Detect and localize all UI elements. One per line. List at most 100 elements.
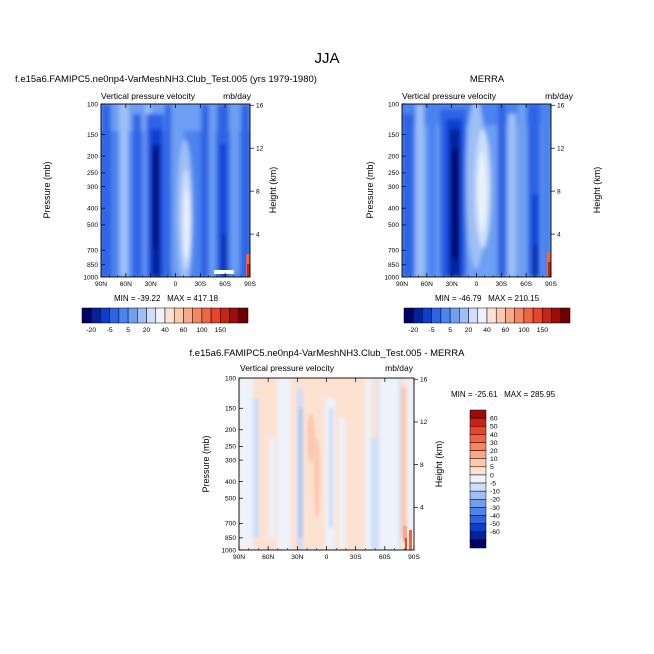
p3-colorbar-box — [469, 507, 487, 516]
p2-ytick-label: 300 — [388, 184, 399, 191]
p1-ytick-label: 250 — [87, 170, 98, 177]
p2-colorbar-box — [486, 307, 497, 324]
p3-colorbar-box — [469, 499, 487, 508]
p1-colorbar-label: -20 — [86, 327, 96, 334]
p2-colorbar-box — [551, 307, 562, 324]
p3-colorbar-box — [469, 474, 487, 484]
p2-colorbar-label: 20 — [465, 327, 473, 334]
p3-colorbar-label: 40 — [490, 432, 498, 439]
p1-xtick-label: 0 — [174, 281, 178, 288]
p2-xtick-label: 60N — [421, 281, 433, 288]
p1-ytick-label: 850 — [87, 262, 98, 269]
p1-colorbar-label: 150 — [215, 327, 227, 334]
panel-1-stats: MIN = -39.22 MAX = 417.18 — [114, 294, 219, 303]
panel-3-title: f.e15a6.FAMIPC5.ne0np4-VarMeshNH3.Club_T… — [190, 348, 466, 359]
p1-ytick-label: 500 — [87, 222, 98, 229]
p1-y2tick-label: 8 — [256, 188, 260, 195]
p2-colorbar-box — [542, 307, 552, 324]
figure-title: JJA — [314, 50, 339, 67]
p1-ytick-label: 400 — [87, 205, 98, 212]
p2-y2tick-label: 16 — [557, 103, 565, 110]
p1-colorbar-label: 20 — [143, 327, 151, 334]
p2-colorbar-label: -20 — [408, 327, 418, 334]
p1-xtick-label: 90S — [244, 281, 256, 288]
p3-y2tick-label: 16 — [420, 377, 428, 384]
p2-ytick-label: 250 — [388, 170, 399, 177]
p2-xtick-label: 0 — [475, 281, 479, 288]
p2-colorbar-label: 150 — [537, 327, 549, 334]
panel-1-colorbar: -20 -5 5 20 40 60 100 150 — [81, 307, 249, 334]
panel-2-colorbar: -20 -5 5 20 40 60 100 150 — [403, 307, 571, 334]
p1-colorbar-box — [173, 307, 184, 324]
p2-ytick-label: 200 — [388, 153, 399, 160]
p2-xtick-label: 90N — [396, 281, 408, 288]
panel-1-field — [101, 104, 250, 277]
p3-ytick-label: 100 — [225, 375, 236, 382]
p1-colorbar-box — [146, 307, 157, 324]
p3-colorbar-label: -60 — [490, 529, 500, 536]
p3-colorbar-label: 0 — [490, 472, 494, 479]
p1-colorbar-box — [220, 307, 230, 324]
panel-1-title: f.e15a6.FAMIPC5.ne0np4-VarMeshNH3.Club_T… — [15, 74, 317, 85]
p1-colorbar-label: -5 — [107, 327, 113, 334]
p2-ytick-label: 850 — [388, 262, 399, 269]
p3-colorbar-box — [469, 531, 487, 541]
p2-colorbar-label: -5 — [429, 327, 435, 334]
p3-colorbar-box — [469, 539, 487, 549]
p1-colorbar-box — [164, 307, 175, 324]
panel-3-y2label: Height (km) — [434, 441, 444, 488]
p3-colorbar-label: -5 — [490, 480, 496, 487]
p1-colorbar-box — [90, 307, 101, 324]
panel-1-variable-label: Vertical pressure velocity — [101, 91, 196, 101]
p1-colorbar-box — [201, 307, 212, 324]
p2-colorbar-box — [431, 307, 442, 324]
p3-xtick-label: 0 — [325, 554, 329, 561]
p2-colorbar-box — [403, 307, 414, 324]
p3-ytick-label: 1000 — [221, 547, 236, 554]
p1-colorbar-label: 40 — [161, 327, 169, 334]
p3-colorbar-box — [469, 434, 487, 443]
panel-1-y2label: Height (km) — [268, 167, 278, 214]
p2-ytick-label: 150 — [388, 132, 399, 139]
p2-colorbar-label: 100 — [518, 327, 530, 334]
panel-2-variable-label: Vertical pressure velocity — [402, 91, 497, 101]
p3-xtick-label: 60S — [379, 554, 391, 561]
p2-y2tick-label: 12 — [557, 146, 565, 153]
p2-colorbar-label: 5 — [448, 327, 452, 334]
p1-colorbar-box — [183, 307, 193, 324]
p3-colorbar-box — [469, 515, 487, 524]
p1-xtick-label: 30S — [194, 281, 206, 288]
p2-colorbar-box — [560, 307, 571, 324]
p3-colorbar-label: 50 — [490, 424, 498, 431]
panel-3-ylabel: Pressure (mb) — [201, 435, 211, 492]
p1-colorbar-box — [109, 307, 120, 324]
p2-ytick-label: 500 — [388, 222, 399, 229]
p1-colorbar-box — [229, 307, 240, 324]
p3-colorbar-label: -20 — [490, 497, 500, 504]
p1-colorbar-box — [155, 307, 166, 324]
p1-colorbar-box — [100, 307, 110, 324]
p1-colorbar-box — [81, 307, 92, 324]
p3-ytick-label: 850 — [225, 535, 236, 542]
p1-ytick-label: 1000 — [83, 274, 98, 281]
p2-colorbar-box — [532, 307, 543, 324]
p3-colorbar-box — [469, 425, 487, 435]
p2-colorbar-box — [477, 307, 488, 324]
p3-ytick-label: 250 — [225, 444, 236, 451]
p3-colorbar-label: -40 — [490, 513, 500, 520]
p1-ytick-label: 300 — [87, 184, 98, 191]
p1-xtick-label: 60N — [120, 281, 132, 288]
p3-colorbar-label: -50 — [490, 521, 500, 528]
p1-ytick-label: 700 — [87, 248, 98, 255]
p1-colorbar-box — [210, 307, 221, 324]
p2-y2tick-label: 8 — [557, 188, 561, 195]
p1-colorbar-box — [192, 307, 203, 324]
p1-colorbar-label: 100 — [196, 327, 208, 334]
p2-y2tick-label: 4 — [557, 231, 561, 238]
p2-colorbar-box — [514, 307, 525, 324]
p3-y2tick-label: 4 — [420, 505, 424, 512]
p1-colorbar-label: 5 — [126, 327, 130, 334]
model-panel: f.e15a6.FAMIPC5.ne0np4-VarMeshNH3.Club_T… — [15, 74, 317, 334]
p2-xtick-label: 90S — [545, 281, 557, 288]
